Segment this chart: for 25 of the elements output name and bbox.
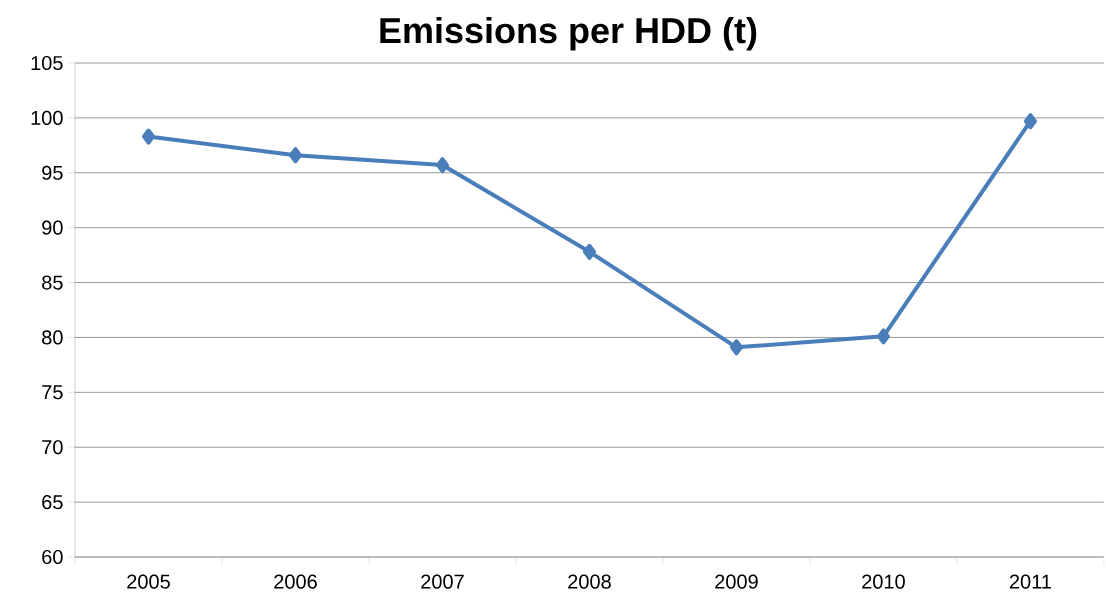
y-tick-label: 75 — [42, 385, 63, 400]
point — [288, 147, 302, 164]
y-tick-label: 65 — [42, 495, 63, 510]
point — [435, 157, 449, 174]
y-tick-label: 100 — [31, 110, 63, 125]
x-tick-label: 2011 — [1009, 574, 1051, 589]
y-tick-label: 85 — [42, 275, 63, 290]
x-tick-label: 2006 — [274, 574, 317, 589]
x-tick-label: 2008 — [568, 574, 611, 589]
x-tick-label: 2009 — [715, 574, 758, 589]
y-tick-label: 70 — [42, 440, 63, 455]
y-tick-label: 105 — [31, 55, 63, 71]
x-tick-label: 2010 — [862, 574, 905, 589]
point — [1023, 113, 1037, 130]
y-tick-label: 60 — [42, 549, 63, 565]
point — [729, 339, 743, 356]
point — [876, 328, 890, 345]
x-tick-label: 2005 — [127, 574, 170, 589]
y-tick-label: 90 — [42, 220, 63, 235]
chart-title: Emissions per HDD (t) — [380, 16, 757, 51]
y-tick-label: 80 — [42, 330, 63, 345]
x-tick-label: 2007 — [421, 574, 464, 589]
point — [582, 243, 596, 260]
point — [142, 128, 155, 145]
y-tick-label: 95 — [42, 165, 63, 180]
